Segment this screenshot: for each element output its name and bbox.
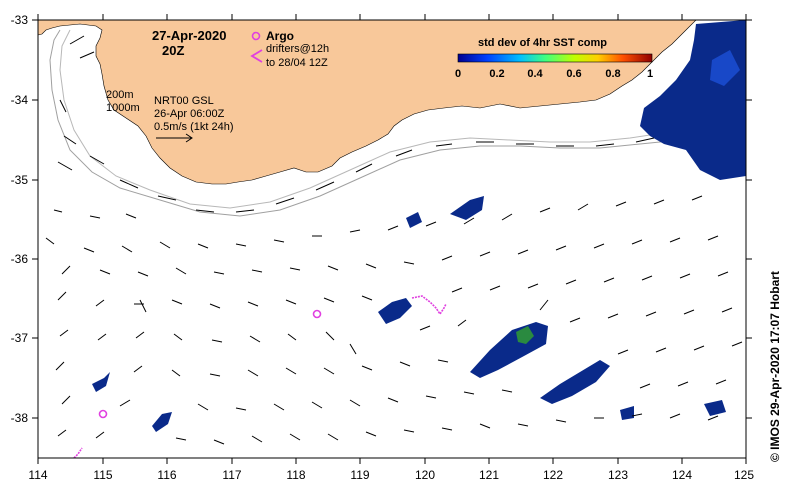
lat-tick-label: -34 <box>11 93 29 107</box>
lon-tick-label: 120 <box>415 468 435 482</box>
lon-tick-label: 125 <box>734 468 754 482</box>
drifters-legend-range: to 28/04 12Z <box>266 57 328 69</box>
lon-tick-marks <box>37 14 747 464</box>
plot-area <box>38 20 746 458</box>
lon-tick-label: 118 <box>286 468 305 482</box>
lat-tick-label: -35 <box>11 173 29 187</box>
depth-legend-1000: 1000m <box>106 102 140 114</box>
lat-tick-label: -37 <box>11 331 29 345</box>
colorbar-tick: 0.8 <box>605 68 620 80</box>
lon-tick-label: 117 <box>222 468 241 482</box>
colorbar-tick: 0.2 <box>489 68 504 80</box>
colorbar-tick-labels: 0 0.2 0.4 0.6 0.8 1 <box>455 68 653 80</box>
colorbar-tick: 1 <box>647 68 653 80</box>
contour-1000m <box>59 29 746 209</box>
drifter-legend-icon <box>250 49 263 63</box>
argo-float <box>312 309 322 319</box>
credit-text: © IMOS 29-Apr-2020 17:07 Hobart <box>768 271 782 462</box>
colorbar-tick: 0.4 <box>527 68 543 80</box>
map-hour: 20Z <box>162 43 184 58</box>
argo-legend-icon <box>251 31 261 41</box>
lon-tick-label: 114 <box>28 468 47 482</box>
contour-200m <box>49 29 746 217</box>
product-time: 26-Apr 06:00Z <box>154 108 225 120</box>
velocity-scale-arrow <box>156 133 193 143</box>
argo-float <box>98 409 108 419</box>
colorbar-tick: 0 <box>455 68 461 80</box>
product-name: NRT00 GSL <box>154 95 214 107</box>
argo-legend-label: Argo <box>266 29 294 43</box>
depth-legend-200: 200m <box>106 89 134 101</box>
current-vectors <box>45 35 743 445</box>
map-date: 27-Apr-2020 <box>152 28 226 43</box>
drifter-track <box>411 295 447 316</box>
lon-tick-label: 116 <box>157 468 176 482</box>
lon-tick-label: 122 <box>543 468 563 482</box>
lon-tick-label: 124 <box>672 468 692 482</box>
colorbar <box>457 53 653 63</box>
plot-frame <box>37 19 747 459</box>
lon-tick-label: 123 <box>608 468 628 482</box>
drifter-track-south <box>73 447 83 458</box>
lat-tick-marks <box>32 19 752 419</box>
lat-tick-label: -33 <box>11 13 29 27</box>
colorbar-tick: 0.6 <box>566 68 581 80</box>
lon-tick-label: 121 <box>479 468 499 482</box>
drifters-legend-label: drifters@12h <box>266 43 329 55</box>
velocity-scale-label: 0.5m/s (1kt 24h) <box>154 121 233 133</box>
lat-tick-labels: -33 -34 -35 -36 -37 -38 <box>11 13 29 425</box>
lon-tick-label: 115 <box>93 468 112 482</box>
lat-tick-label: -36 <box>11 252 29 266</box>
sst-patches <box>92 20 746 432</box>
lat-tick-label: -38 <box>11 411 29 425</box>
lon-tick-labels: 114 115 116 117 118 119 120 121 122 123 … <box>28 468 754 482</box>
lon-tick-label: 119 <box>350 468 369 482</box>
colorbar-title: std dev of 4hr SST comp <box>478 37 607 49</box>
